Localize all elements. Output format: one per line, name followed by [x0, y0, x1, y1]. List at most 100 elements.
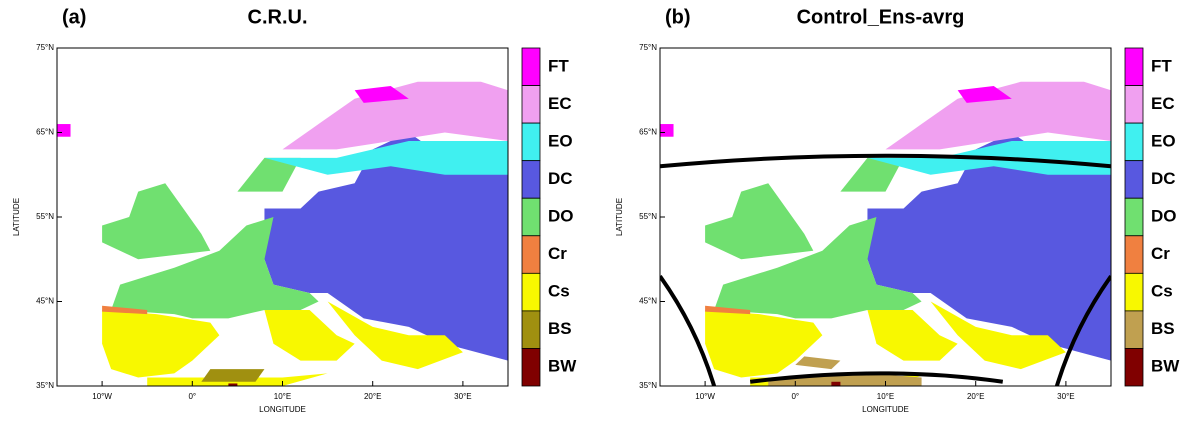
- domain-boundary: [1054, 274, 1111, 386]
- x-axis-label: LONGITUDE: [862, 405, 909, 414]
- climate-region: [102, 309, 220, 378]
- legend-swatch: [1124, 272, 1144, 312]
- climate-region: [885, 81, 1111, 150]
- legend-label: FT: [1151, 56, 1172, 75]
- legend-swatch: [521, 235, 541, 274]
- y-axis-label: LATITUDE: [615, 198, 624, 236]
- map-panel: 75°N 65°N 55°N 45°N 35°N 10°W 0° 10°E 20°E 30°E LO…: [615, 6, 1180, 414]
- climate-region: [957, 86, 1012, 103]
- climate-region: [705, 183, 814, 260]
- legend-label: BW: [548, 357, 577, 376]
- panel-title: C.R.U.: [248, 6, 308, 28]
- lon-tick-label: 30°E: [1057, 392, 1074, 401]
- legend-swatch: [521, 47, 541, 86]
- map-area: [660, 48, 1111, 386]
- legend-label: DC: [548, 169, 573, 188]
- domain-boundary: [660, 274, 717, 386]
- legend-label: BW: [1151, 357, 1180, 376]
- legend-swatch: [1124, 235, 1144, 274]
- legend-label: DO: [548, 206, 574, 225]
- map-area: [57, 48, 508, 386]
- lon-tick-label: 10°E: [274, 392, 291, 401]
- climate-region: [705, 305, 751, 315]
- climate-region: [57, 124, 71, 137]
- y-axis-label: LATITUDE: [12, 198, 21, 236]
- lon-tick-label: 30°E: [454, 392, 471, 401]
- legend-swatch: [1124, 310, 1144, 349]
- climate-region: [840, 157, 904, 192]
- lat-tick-label: 45°N: [36, 297, 54, 306]
- legend-swatch: [1124, 85, 1144, 124]
- climate-region: [264, 309, 355, 361]
- lon-tick-label: 0°: [188, 392, 196, 401]
- climate-region: [201, 369, 265, 382]
- lat-tick-label: 35°N: [639, 381, 657, 390]
- legend-label: Cs: [548, 282, 570, 301]
- lat-tick-label: 45°N: [639, 297, 657, 306]
- legend-swatch: [1124, 47, 1144, 86]
- lat-tick-label: 65°N: [36, 128, 54, 137]
- lon-tick-label: 10°E: [877, 392, 894, 401]
- legend-label: EC: [548, 94, 572, 113]
- legend-label: EO: [1151, 131, 1176, 150]
- panel-title: Control_Ens-avrg: [797, 6, 965, 28]
- lat-tick-label: 65°N: [639, 128, 657, 137]
- legend-swatch: [521, 310, 541, 349]
- lat-tick-label: 75°N: [36, 43, 54, 52]
- climate-region: [930, 301, 1066, 370]
- climate-region: [714, 217, 922, 319]
- climate-region: [660, 124, 674, 137]
- legend-swatch: [1124, 197, 1144, 237]
- legend-swatch: [1124, 348, 1144, 387]
- climate-region: [282, 81, 508, 150]
- climate-region: [867, 309, 958, 361]
- legend-swatch: [521, 122, 541, 162]
- legend-label: BS: [548, 319, 572, 338]
- climate-region: [264, 140, 508, 175]
- climate-region: [705, 309, 823, 378]
- climate-region: [237, 157, 301, 192]
- legend-swatch: [521, 348, 541, 387]
- legend-swatch: [1124, 122, 1144, 162]
- climate-region: [111, 217, 319, 319]
- legend-swatch: [521, 197, 541, 237]
- legend-swatch: [521, 272, 541, 312]
- lon-tick-label: 20°E: [967, 392, 984, 401]
- legend-label: Cr: [1151, 244, 1170, 263]
- lon-tick-label: 0°: [791, 392, 799, 401]
- legend-swatch: [521, 85, 541, 124]
- climate-region: [867, 132, 1111, 361]
- climate-region: [102, 183, 211, 260]
- legend-swatch: [521, 160, 541, 199]
- climate-region: [327, 301, 463, 370]
- legend-label: DC: [1151, 169, 1176, 188]
- climate-region: [831, 381, 841, 386]
- legend-label: BS: [1151, 319, 1175, 338]
- lat-tick-label: 35°N: [36, 381, 54, 390]
- lat-tick-label: 55°N: [36, 212, 54, 221]
- climate-region: [795, 356, 841, 370]
- panel-label: (a): [62, 6, 86, 28]
- climate-region: [354, 86, 409, 103]
- legend-label: Cs: [1151, 282, 1173, 301]
- lon-tick-label: 10°W: [92, 392, 112, 401]
- lat-tick-label: 75°N: [639, 43, 657, 52]
- climate-region: [228, 383, 238, 386]
- domain-boundary: [660, 153, 1111, 169]
- legend-label: Cr: [548, 244, 567, 263]
- climate-region: [102, 305, 148, 315]
- domain-boundary: [749, 371, 1004, 384]
- lon-tick-label: 10°W: [695, 392, 715, 401]
- panel-label: (b): [665, 6, 691, 28]
- lon-tick-label: 20°E: [364, 392, 381, 401]
- lat-tick-label: 55°N: [639, 212, 657, 221]
- legend-label: DO: [1151, 206, 1177, 225]
- x-axis-label: LONGITUDE: [259, 405, 306, 414]
- legend-label: EC: [1151, 94, 1175, 113]
- legend-label: FT: [548, 56, 569, 75]
- climate-region: [264, 132, 508, 361]
- legend-swatch: [1124, 160, 1144, 199]
- map-panel: 75°N 65°N 55°N 45°N 35°N 10°W 0° 10°E 20°E 30°E LO…: [12, 6, 577, 414]
- legend-label: EO: [548, 131, 573, 150]
